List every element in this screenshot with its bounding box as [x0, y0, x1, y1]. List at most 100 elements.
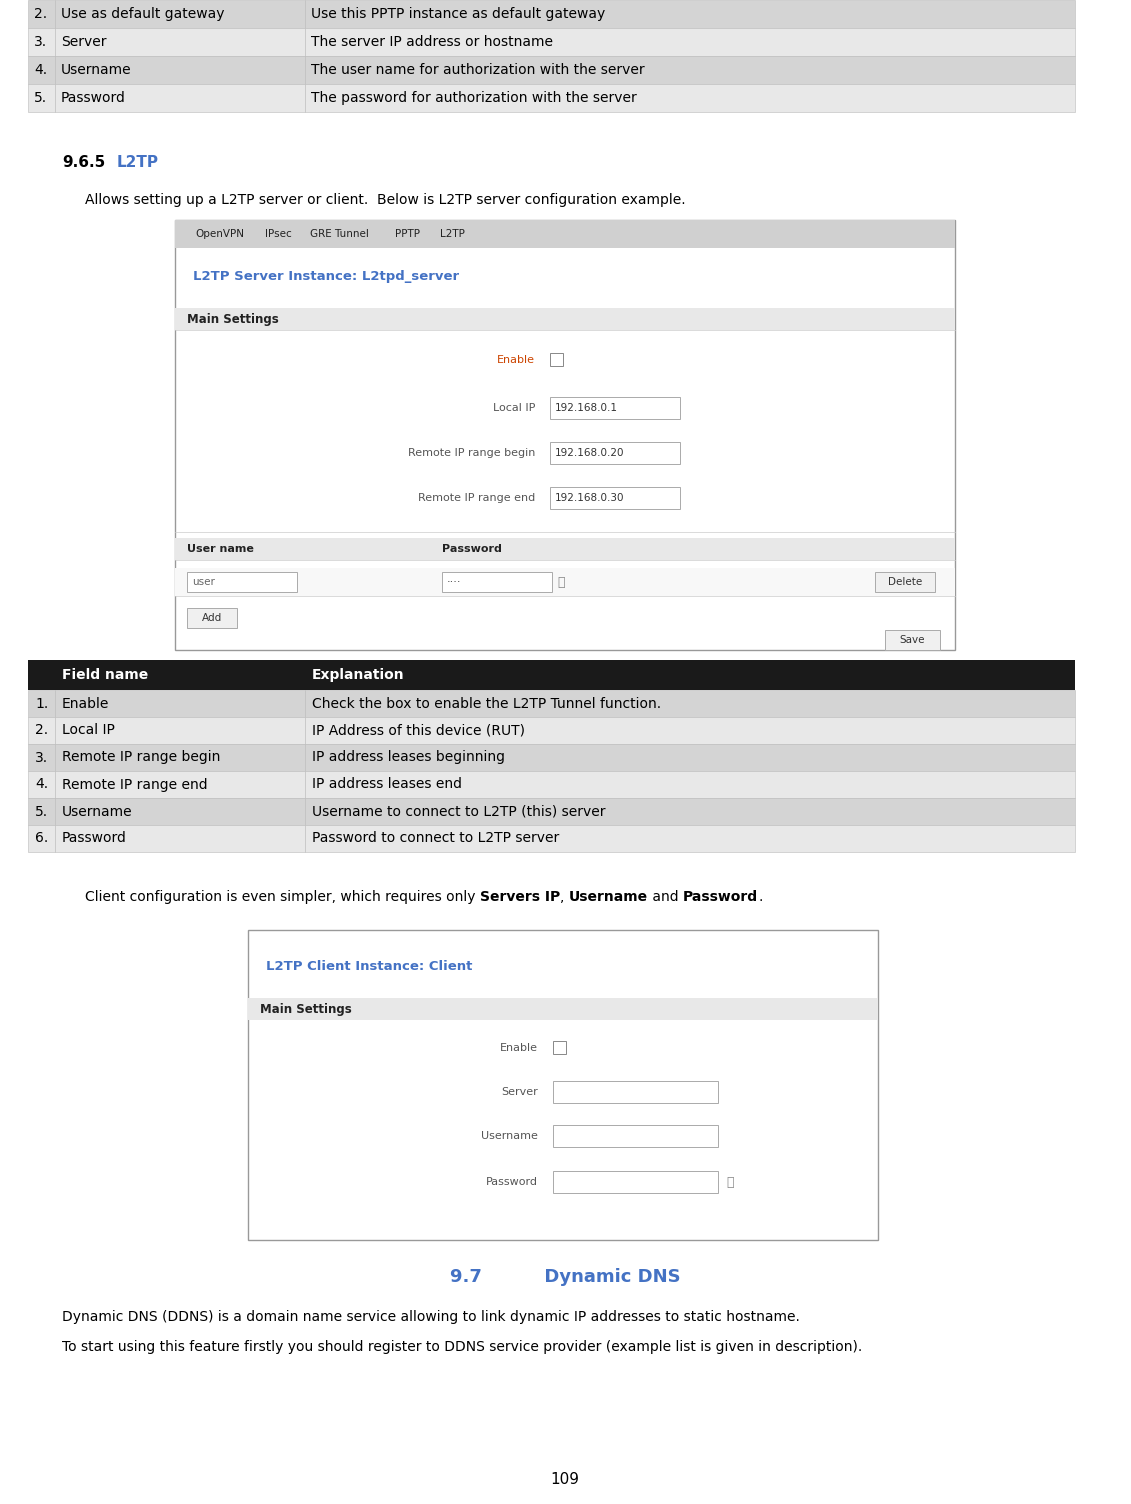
Bar: [28, 660, 1074, 690]
Text: Save: Save: [899, 635, 925, 645]
Text: Remote IP range begin: Remote IP range begin: [407, 448, 535, 459]
Bar: [28, 0, 55, 29]
Text: L2TP: L2TP: [116, 155, 159, 170]
Bar: [55, 690, 305, 717]
Bar: [305, 826, 1074, 851]
Text: 9.6.5: 9.6.5: [62, 155, 105, 170]
Text: Remote IP range end: Remote IP range end: [417, 493, 535, 502]
Text: Username: Username: [61, 63, 131, 77]
Text: ····: ····: [447, 578, 461, 587]
Bar: [28, 690, 55, 717]
Text: PPTP: PPTP: [395, 229, 420, 239]
Bar: [553, 1125, 718, 1148]
Bar: [550, 487, 680, 508]
Text: The user name for authorization with the server: The user name for authorization with the…: [311, 63, 645, 77]
Text: Add: Add: [201, 614, 222, 623]
Bar: [305, 0, 1074, 29]
Bar: [305, 717, 1074, 744]
Text: Password: Password: [62, 832, 127, 845]
Bar: [248, 999, 878, 1020]
Bar: [875, 572, 935, 593]
Bar: [550, 353, 563, 365]
Text: ,: ,: [560, 890, 569, 904]
Text: GRE Tunnel: GRE Tunnel: [310, 229, 369, 239]
Bar: [248, 929, 878, 1239]
Text: Client configuration is even simpler, which requires only: Client configuration is even simpler, wh…: [85, 890, 480, 904]
Bar: [305, 690, 1074, 717]
Bar: [28, 29, 55, 56]
Text: Enable: Enable: [500, 1042, 538, 1053]
Text: Password: Password: [683, 890, 758, 904]
Text: 6.: 6.: [35, 832, 49, 845]
Text: The server IP address or hostname: The server IP address or hostname: [311, 35, 553, 50]
Text: Dynamic DNS (DDNS) is a domain name service allowing to link dynamic IP addresse: Dynamic DNS (DDNS) is a domain name serv…: [62, 1310, 800, 1324]
Text: Password to connect to L2TP server: Password to connect to L2TP server: [312, 832, 559, 845]
Text: Server: Server: [61, 35, 106, 50]
Text: User name: User name: [187, 544, 253, 553]
Bar: [28, 744, 55, 772]
Text: Field name: Field name: [62, 668, 148, 681]
Text: .: .: [758, 890, 762, 904]
Text: Username: Username: [481, 1131, 538, 1142]
Bar: [55, 29, 305, 56]
Text: 3.: 3.: [35, 750, 49, 764]
Text: 192.168.0.20: 192.168.0.20: [555, 448, 624, 459]
Text: Check the box to enable the L2TP Tunnel function.: Check the box to enable the L2TP Tunnel …: [312, 696, 662, 710]
Text: Enable: Enable: [497, 355, 535, 365]
Bar: [55, 826, 305, 851]
Bar: [884, 630, 940, 650]
Bar: [28, 799, 55, 826]
Bar: [553, 1041, 566, 1054]
Text: 2.: 2.: [35, 723, 49, 737]
Text: 2.: 2.: [34, 8, 48, 21]
Bar: [55, 717, 305, 744]
Text: Enable: Enable: [62, 696, 110, 710]
Text: 9.7          Dynamic DNS: 9.7 Dynamic DNS: [450, 1268, 681, 1286]
Text: 109: 109: [551, 1472, 579, 1487]
Bar: [175, 220, 955, 650]
Text: ⚿: ⚿: [556, 576, 564, 588]
Bar: [305, 29, 1074, 56]
Text: Server: Server: [501, 1087, 538, 1096]
Text: Main Settings: Main Settings: [260, 1003, 352, 1015]
Text: Remote IP range begin: Remote IP range begin: [62, 750, 221, 764]
Text: 192.168.0.30: 192.168.0.30: [555, 493, 624, 502]
Text: OpenVPN: OpenVPN: [195, 229, 244, 239]
Bar: [55, 56, 305, 84]
Bar: [55, 84, 305, 111]
Bar: [442, 572, 552, 593]
Text: L2TP: L2TP: [440, 229, 465, 239]
Text: 3.: 3.: [34, 35, 48, 50]
Bar: [550, 442, 680, 465]
Text: IP Address of this device (RUT): IP Address of this device (RUT): [312, 723, 525, 737]
Bar: [553, 1172, 718, 1193]
Text: Local IP: Local IP: [493, 403, 535, 414]
Text: L2TP Client Instance: Client: L2TP Client Instance: Client: [266, 960, 473, 973]
Bar: [55, 799, 305, 826]
Text: Explanation: Explanation: [312, 668, 405, 681]
Bar: [187, 572, 297, 593]
Text: ⚿: ⚿: [726, 1176, 734, 1188]
Bar: [55, 772, 305, 799]
Text: 1.: 1.: [35, 696, 49, 710]
Text: L2TP Server Instance: L2tpd_server: L2TP Server Instance: L2tpd_server: [193, 271, 459, 283]
Text: Delete: Delete: [888, 578, 922, 587]
Text: The password for authorization with the server: The password for authorization with the …: [311, 92, 637, 105]
Text: 4.: 4.: [34, 63, 48, 77]
Bar: [28, 56, 55, 84]
Text: Main Settings: Main Settings: [187, 313, 278, 325]
Text: 5.: 5.: [34, 92, 48, 105]
Text: Password: Password: [486, 1178, 538, 1187]
Text: Password: Password: [442, 544, 502, 553]
Text: Use as default gateway: Use as default gateway: [61, 8, 224, 21]
Text: Username: Username: [569, 890, 648, 904]
Bar: [55, 744, 305, 772]
Bar: [175, 569, 955, 596]
Text: To start using this feature firstly you should register to DDNS service provider: To start using this feature firstly you …: [62, 1340, 862, 1354]
Bar: [187, 608, 238, 629]
Text: Remote IP range end: Remote IP range end: [62, 778, 208, 791]
Bar: [28, 772, 55, 799]
Bar: [553, 1081, 718, 1102]
Text: 5.: 5.: [35, 805, 49, 818]
Text: and: and: [648, 890, 683, 904]
